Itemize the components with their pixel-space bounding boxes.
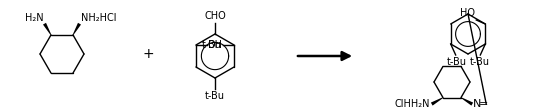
Text: OH: OH [208,40,223,50]
Text: t-Bu: t-Bu [202,40,222,50]
Text: N: N [473,99,481,109]
Text: t-Bu: t-Bu [205,91,225,101]
Text: CHO: CHO [204,11,226,21]
Text: t-Bu: t-Bu [469,57,490,67]
Text: HO: HO [461,8,475,18]
Polygon shape [43,23,51,35]
Text: ClHH₂N: ClHH₂N [394,99,430,109]
Text: =: = [479,99,488,109]
Polygon shape [431,97,443,106]
Text: t-Bu: t-Bu [447,57,467,67]
Text: NH₂HCl: NH₂HCl [80,13,116,23]
Text: +: + [142,47,154,61]
Text: H₂N: H₂N [25,13,44,23]
Polygon shape [73,23,81,35]
Polygon shape [461,97,473,106]
